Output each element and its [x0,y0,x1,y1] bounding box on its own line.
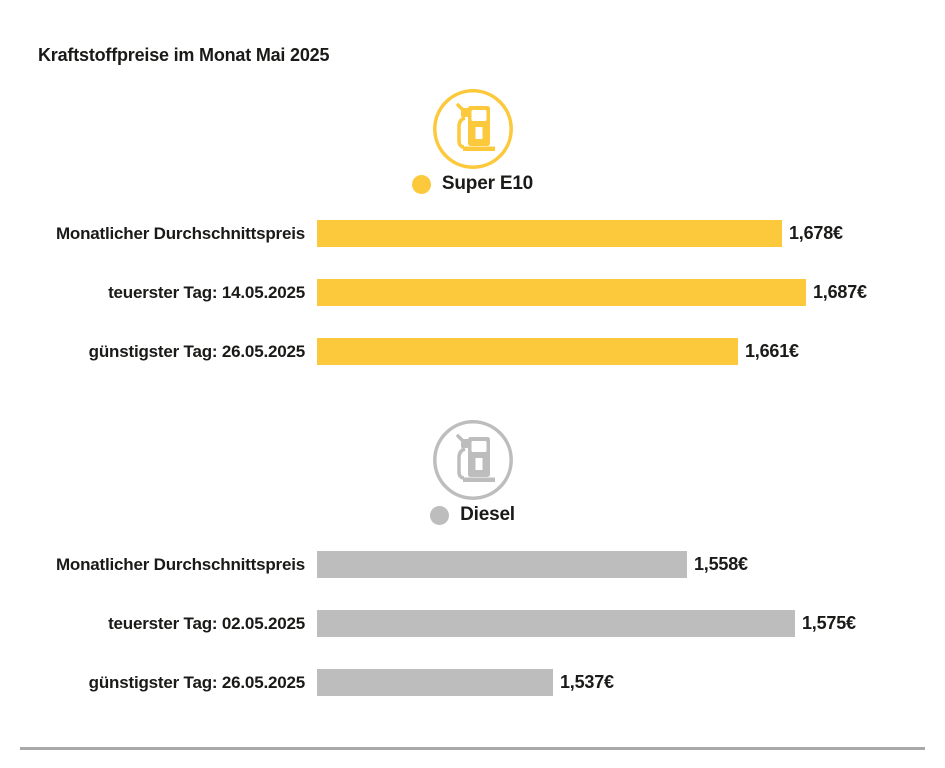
bar-value: 1,558€ [694,554,748,574]
bar-value: 1,661€ [745,341,799,361]
bar-row: teuerster Tag: 02.05.2025 1,575€ [0,610,945,637]
bar-label: teuerster Tag: 02.05.2025 [108,613,305,633]
bar-rows: Monatlicher Durchschnittspreis 1,558€ teue… [0,551,945,728]
price-bar [317,669,553,696]
bar-label: teuerster Tag: 14.05.2025 [108,282,305,302]
bar-label: Monatlicher Durchschnittspreis [55,554,305,574]
bar-value: 1,678€ [789,223,843,243]
bottom-divider [20,747,925,750]
bar-row: Monatlicher Durchschnittspreis 1,558€ [0,551,945,578]
bar-rows: Monatlicher Durchschnittspreis 1,678€ teue… [0,220,945,397]
bar-value: 1,687€ [813,282,867,302]
legend-dot-icon [430,505,450,525]
bar-value: 1,575€ [802,613,856,633]
price-bar [317,610,795,637]
fuel-pump-icon [0,88,945,170]
price-bar [317,551,687,578]
legend-dot-icon [411,174,431,194]
bar-row: günstigster Tag: 26.05.2025 1,537€ [0,669,945,696]
bar-label: Monatlicher Durchschnittspreis [55,223,305,243]
page-title: Kraftstoffpreise im Monat Mai 2025 [38,45,330,66]
price-bar [317,279,806,306]
bar-row: günstigster Tag: 26.05.2025 1,661€ [0,338,945,365]
bar-value: 1,537€ [560,672,614,692]
legend: Diesel [0,504,945,526]
bar-label: günstigster Tag: 26.05.2025 [88,341,306,361]
price-bar [317,338,738,365]
bar-label: günstigster Tag: 26.05.2025 [88,672,306,692]
price-bar [317,220,782,247]
legend-label: Diesel [460,504,515,525]
legend: Super E10 [0,173,945,195]
bar-row: teuerster Tag: 14.05.2025 1,687€ [0,279,945,306]
legend-label: Super E10 [441,173,534,194]
bar-row: Monatlicher Durchschnittspreis 1,678€ [0,220,945,247]
fuel-pump-icon [0,419,945,501]
